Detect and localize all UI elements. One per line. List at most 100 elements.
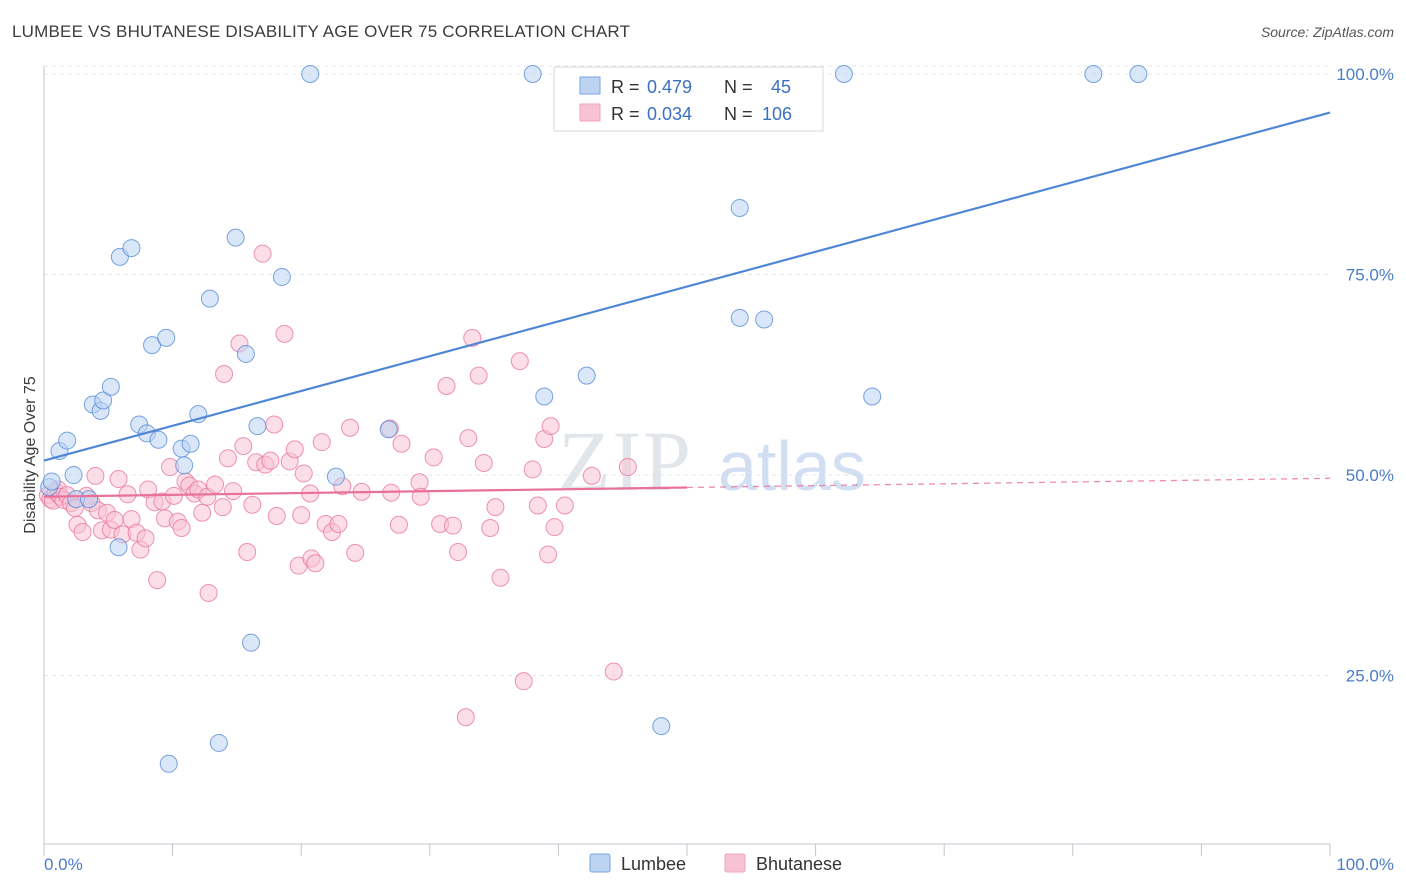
source-label: Source: ZipAtlas.com bbox=[1260, 24, 1394, 40]
legend-swatch-lumbee bbox=[579, 76, 601, 95]
bhutanese-point-99 bbox=[539, 545, 558, 564]
stats-legend: R = 0.479 N = 45 R = 0.034 N = 106 bbox=[553, 66, 824, 132]
lumbee-point-43 bbox=[1084, 65, 1103, 84]
bhutanese-point-102 bbox=[555, 496, 574, 515]
bhutanese-point-93 bbox=[491, 568, 510, 587]
bhutanese-point-90 bbox=[474, 454, 493, 473]
lumbee-point-9 bbox=[94, 391, 113, 410]
bhutanese-point-91 bbox=[481, 518, 500, 537]
lumbee-point-44 bbox=[1129, 65, 1148, 84]
bhutanese-point-85 bbox=[449, 543, 468, 562]
bhutanese-point-81 bbox=[424, 448, 443, 467]
bhutanese-point-88 bbox=[463, 328, 482, 347]
lumbee-point-39 bbox=[730, 308, 749, 327]
bhutanese-point-63 bbox=[294, 464, 313, 483]
lumbee-point-38 bbox=[730, 198, 749, 217]
lumbee-point-41 bbox=[834, 65, 853, 84]
legend-r-label-bhutanese: R = bbox=[611, 104, 640, 124]
bhutanese-point-55 bbox=[261, 451, 280, 470]
bhutanese-point-78 bbox=[392, 434, 411, 453]
y-tick-label-2: 75.0% bbox=[1346, 266, 1394, 285]
bhutanese-point-20 bbox=[109, 470, 128, 489]
series-legend-swatch-bhutanese bbox=[724, 853, 746, 873]
gridlines bbox=[44, 65, 1330, 677]
lumbee-points bbox=[40, 65, 1148, 773]
lumbee-point-11 bbox=[109, 538, 128, 557]
bhutanese-point-67 bbox=[312, 433, 331, 452]
bhutanese-point-50 bbox=[238, 543, 257, 562]
y-tick-label-0: 25.0% bbox=[1346, 667, 1394, 686]
lumbee-point-33 bbox=[379, 420, 398, 439]
bhutanese-point-40 bbox=[193, 503, 212, 522]
y-tick-label-3: 100.0% bbox=[1336, 65, 1394, 84]
bhutanese-point-11 bbox=[73, 522, 92, 541]
bhutanese-point-72 bbox=[341, 418, 360, 437]
bhutanese-point-89 bbox=[469, 366, 488, 385]
bhutanese-point-70 bbox=[329, 514, 348, 533]
legend-n-label-bhutanese: N = bbox=[724, 104, 753, 124]
legend-r-label-lumbee: R = bbox=[611, 77, 640, 97]
lumbee-point-10 bbox=[101, 377, 120, 396]
bhutanese-point-44 bbox=[213, 498, 232, 517]
bhutanese-point-84 bbox=[443, 516, 462, 535]
bhutanese-point-87 bbox=[459, 429, 478, 448]
bhutanese-point-42 bbox=[199, 583, 218, 602]
lumbee-point-30 bbox=[272, 267, 291, 286]
bhutanese-point-97 bbox=[528, 496, 547, 515]
bhutanese-point-14 bbox=[86, 466, 105, 485]
lumbee-point-24 bbox=[200, 289, 219, 308]
lumbee-point-19 bbox=[159, 754, 178, 773]
trend-lines bbox=[43, 111, 1331, 498]
bhutanese-point-66 bbox=[306, 554, 325, 573]
bhutanese-point-62 bbox=[292, 506, 311, 525]
bhutanese-point-35 bbox=[172, 518, 191, 537]
bhutanese-point-94 bbox=[510, 352, 529, 371]
lumbee-point-29 bbox=[248, 417, 267, 436]
bhutanese-point-83 bbox=[437, 377, 456, 396]
lumbee-point-21 bbox=[175, 456, 194, 475]
watermark: ZIP atlas bbox=[558, 413, 866, 509]
lumbee-point-35 bbox=[535, 387, 554, 406]
legend-swatch-bhutanese bbox=[579, 103, 601, 122]
bhutanese-point-26 bbox=[136, 529, 155, 548]
lumbee-point-42 bbox=[863, 387, 882, 406]
bhutanese-point-47 bbox=[224, 482, 243, 501]
lumbee-point-25 bbox=[209, 733, 228, 752]
series-legend: Lumbee Bhutanese bbox=[589, 853, 842, 874]
y-tick-labels: 25.0% 50.0% 75.0% 100.0% bbox=[1336, 65, 1394, 686]
series-legend-label-bhutanese: Bhutanese bbox=[756, 854, 842, 874]
bhutanese-point-56 bbox=[265, 415, 284, 434]
bhutanese-point-100 bbox=[541, 417, 560, 436]
x-tick-label-min: 0.0% bbox=[44, 855, 83, 874]
lumbee-point-3 bbox=[58, 431, 77, 450]
bhutanese-point-105 bbox=[618, 458, 637, 477]
lumbee-point-31 bbox=[301, 65, 320, 84]
bhutanese-point-77 bbox=[389, 515, 408, 534]
bhutanese-point-104 bbox=[604, 662, 623, 681]
bhutanese-point-58 bbox=[275, 324, 294, 343]
lumbee-point-36 bbox=[577, 366, 596, 385]
bhutanese-point-43 bbox=[206, 475, 225, 494]
bhutanese-point-22 bbox=[118, 485, 137, 504]
lumbee-point-18 bbox=[157, 328, 176, 347]
bhutanese-point-96 bbox=[523, 460, 542, 479]
bhutanese-point-46 bbox=[218, 449, 237, 468]
bhutanese-point-86 bbox=[456, 708, 475, 727]
bhutanese-point-95 bbox=[514, 672, 533, 691]
lumbee-point-28 bbox=[242, 633, 261, 652]
legend-n-label-lumbee: N = bbox=[724, 77, 753, 97]
lumbee-point-27 bbox=[236, 344, 255, 363]
lumbee-point-13 bbox=[122, 239, 141, 258]
bhutanese-point-53 bbox=[253, 244, 272, 263]
x-tick-marks bbox=[43, 844, 1331, 856]
bhutanese-point-45 bbox=[215, 364, 234, 383]
bhutanese-point-57 bbox=[267, 506, 286, 525]
lumbee-point-17 bbox=[149, 430, 168, 449]
bhutanese-point-60 bbox=[285, 440, 304, 459]
y-tick-label-1: 50.0% bbox=[1346, 466, 1394, 485]
lumbee-point-16 bbox=[143, 336, 162, 355]
lumbee-point-26 bbox=[226, 228, 245, 247]
lumbee-point-1 bbox=[42, 472, 61, 491]
lumbee-point-4 bbox=[64, 466, 83, 485]
